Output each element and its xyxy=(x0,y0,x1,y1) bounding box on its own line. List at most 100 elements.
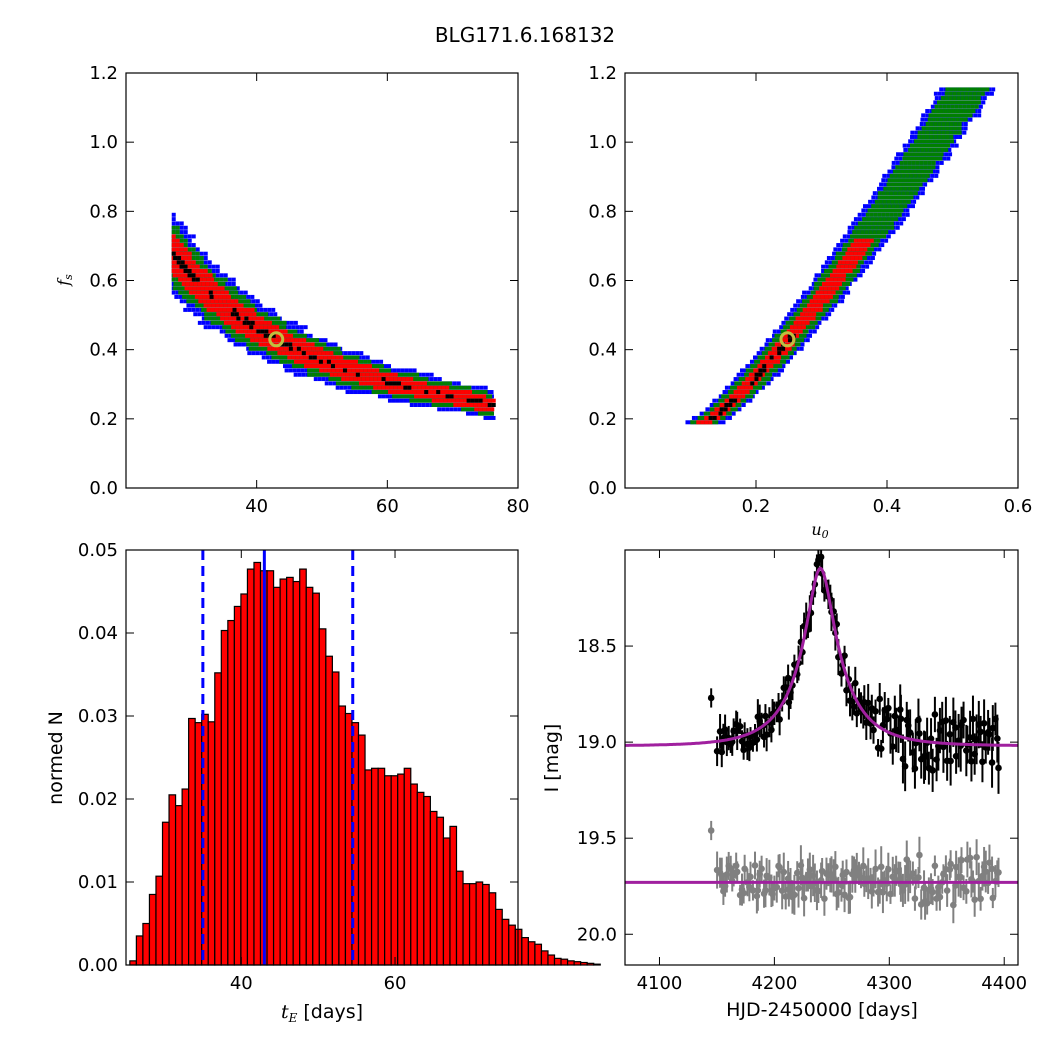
heatmap-cell xyxy=(179,256,184,261)
heatmap-cell xyxy=(389,372,394,377)
heatmap-cell xyxy=(739,368,744,373)
heatmap-cell xyxy=(351,351,356,356)
heatmap-cell xyxy=(884,238,889,243)
heatmap-cell xyxy=(840,268,845,273)
heatmap-cell xyxy=(778,359,783,364)
u0-fs-panel: 0.2 0.4 0.60.00.20.40.60.81.01.2 xyxy=(588,63,1032,517)
heatmap-cell xyxy=(483,385,488,390)
heatmap-cell xyxy=(815,303,820,308)
heatmap-cell xyxy=(818,273,823,278)
heatmap-cell xyxy=(218,299,223,304)
heatmap-cell xyxy=(249,325,254,330)
heatmap-cell xyxy=(325,377,330,382)
heatmap-cell xyxy=(361,377,366,382)
heatmap-cell xyxy=(396,390,401,395)
heatmap-cell xyxy=(235,338,240,343)
heatmap-cell xyxy=(337,359,342,364)
heatmap-cell xyxy=(299,355,304,360)
heatmap-cell xyxy=(917,130,922,135)
heatmap-cell xyxy=(922,156,927,161)
heatmap-cell xyxy=(883,182,888,187)
heatmap-cell xyxy=(731,403,736,407)
heatmap-cell xyxy=(233,342,238,347)
heatmap-cell xyxy=(730,381,735,386)
heatmap-cell xyxy=(737,407,742,412)
heatmap-cell xyxy=(238,307,243,312)
heatmap-cell xyxy=(209,281,214,286)
heatmap-cell xyxy=(874,199,879,204)
heatmap-cell xyxy=(206,299,211,304)
heatmap-cell xyxy=(406,381,411,386)
heatmap-cell xyxy=(365,390,370,395)
heatmap-cell xyxy=(381,372,386,377)
heatmap-cell xyxy=(287,364,292,369)
heatmap-cell xyxy=(191,277,196,282)
heatmap-cell xyxy=(216,286,221,291)
residual-point xyxy=(971,896,978,904)
heatmap-cell xyxy=(227,281,232,286)
heatmap-cell xyxy=(837,277,842,282)
heatmap-cell xyxy=(279,329,284,334)
heatmap-cell xyxy=(311,364,316,369)
heatmap-cell xyxy=(327,368,332,373)
y-tick-label: 0.05 xyxy=(78,540,118,561)
heatmap-cell xyxy=(182,294,187,299)
heatmap-cell xyxy=(968,117,973,122)
x-tick-label: 0.2 xyxy=(742,496,771,517)
heatmap-cell xyxy=(251,329,256,334)
heatmap-cell xyxy=(227,303,232,308)
heatmap-cell xyxy=(944,100,949,105)
heatmap-cell xyxy=(293,329,298,334)
heatmap-cell xyxy=(754,364,759,369)
heatmap-cell xyxy=(855,221,860,226)
heatmap-cell xyxy=(275,359,280,364)
residual-point xyxy=(950,901,957,909)
data-point xyxy=(977,728,984,736)
heatmap-cell xyxy=(885,191,890,196)
heatmap-cell xyxy=(890,217,895,222)
heatmap-cell xyxy=(903,186,908,191)
heatmap-cell xyxy=(257,333,262,338)
heatmap-cell xyxy=(478,407,483,412)
heatmap-cell xyxy=(814,281,819,286)
heatmap-cell xyxy=(409,403,414,407)
heatmap-cell xyxy=(745,394,750,399)
heatmap-cell xyxy=(433,385,438,390)
heatmap-cell xyxy=(933,91,938,96)
heatmap-cell xyxy=(288,346,293,351)
y-tick-label: 0.2 xyxy=(588,409,617,430)
heatmap-cell xyxy=(921,130,926,135)
heatmap-cell xyxy=(242,320,247,325)
heatmap-cell xyxy=(464,390,469,395)
heatmap-cell xyxy=(865,208,870,213)
heatmap-cell xyxy=(841,247,846,252)
heatmap-cell xyxy=(200,273,205,278)
heatmap-cell xyxy=(937,139,942,144)
heatmap-cell xyxy=(949,134,954,139)
heatmap-cell xyxy=(215,303,220,308)
heatmap-cell xyxy=(861,268,866,273)
heatmap-cell xyxy=(345,377,350,382)
heatmap-cell xyxy=(231,281,236,286)
heatmap-cell xyxy=(751,390,756,395)
heatmap-cell xyxy=(941,91,946,96)
heatmap-cell xyxy=(254,338,259,343)
heatmap-cell xyxy=(487,415,492,420)
heatmap-cell xyxy=(893,212,898,217)
heatmap-cell xyxy=(847,230,852,235)
heatmap-cell xyxy=(793,316,798,321)
heatmap-cell xyxy=(171,251,176,256)
heatmap-cell xyxy=(903,204,908,209)
fs-axis-label: fs xyxy=(54,274,75,287)
heatmap-cell xyxy=(263,325,268,330)
heatmap-cell xyxy=(742,398,747,403)
heatmap-cell xyxy=(726,407,731,412)
heatmap-cell xyxy=(351,381,356,386)
heatmap-cell xyxy=(745,368,750,373)
heatmap-cell xyxy=(827,290,832,295)
heatmap-cell xyxy=(933,126,938,131)
heatmap-cell xyxy=(919,178,924,183)
heatmap-cell xyxy=(401,385,406,390)
heatmap-cell xyxy=(207,260,212,265)
histogram-bar xyxy=(135,935,144,966)
